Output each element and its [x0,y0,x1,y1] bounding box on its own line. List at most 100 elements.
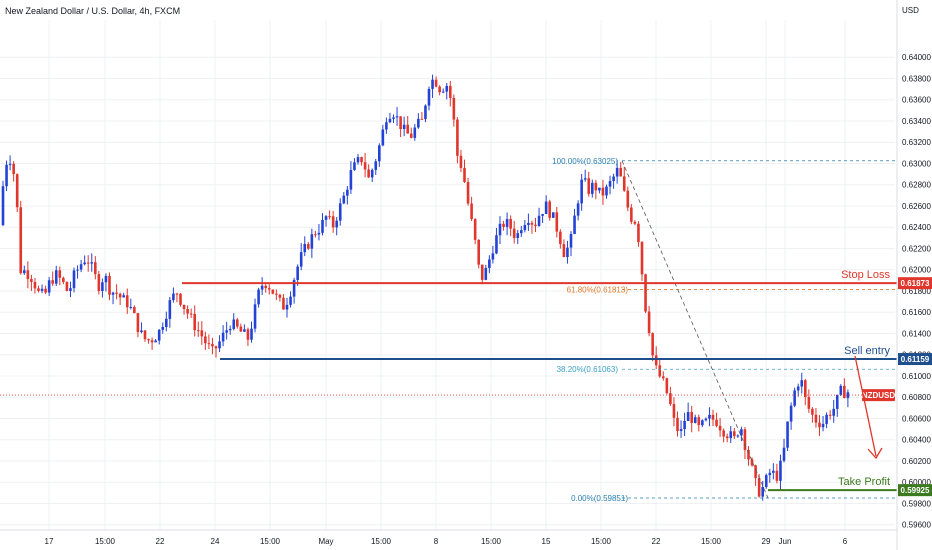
x-tick-label: May [318,537,333,546]
x-tick-label: 15:00 [481,537,502,546]
y-tick-label: 0.63400 [902,117,931,126]
candle-body [349,170,353,190]
candle-body [807,397,811,409]
candle-body [832,408,835,416]
candle-body [527,222,530,225]
candle-body [711,414,715,420]
fib-level-label: 61.80%(0.61813) [567,286,629,295]
candle-body [129,307,133,309]
candle-body [488,259,491,268]
candle-body [97,274,101,291]
candle-body [370,169,374,178]
candle-body [576,203,580,216]
candle-body [811,408,814,415]
y-tick-label: 0.61400 [902,329,931,338]
candle-body [83,262,86,265]
candle-body [591,182,594,194]
candle-body [402,124,406,129]
candle-body [523,224,527,231]
candle-body [299,252,303,267]
candle-body [378,145,381,162]
candle-body [186,309,189,314]
y-tick-label: 0.63800 [902,74,931,83]
candle-body [491,253,495,260]
candle-body [420,118,424,120]
candle-body [459,155,463,168]
x-tick-label: 15:00 [260,537,281,546]
candle-body [1,186,5,226]
candle-body [445,85,449,92]
candle-body [314,234,317,236]
candle-body [69,288,72,291]
candle-body [289,296,292,305]
candle-body [228,328,232,331]
candle-body [367,169,370,178]
candle-body [509,219,512,229]
fib-level-label: 38.20%(0.61063) [557,365,619,374]
candle-body [26,270,30,280]
candle-body [236,319,239,327]
x-tick-label: 15:00 [591,537,612,546]
x-tick-label: 15:00 [371,537,392,546]
candle-body [701,420,704,426]
candle-body [473,219,477,240]
candle-body [583,178,587,180]
candle-body [608,181,612,187]
candle-body [260,285,264,290]
candle-body [200,330,204,337]
candle-body [147,339,150,341]
candle-body [846,392,850,399]
candle-body [747,450,750,460]
candle-body [118,293,122,298]
candle-body [125,295,129,308]
y-tick-label: 0.62200 [902,244,931,253]
candle-body [182,304,186,310]
candle-body [413,127,417,138]
candle-body [211,343,214,347]
candle-body [693,417,697,423]
candle-body [122,295,125,298]
candle-body [264,285,267,289]
candle-body [317,232,321,235]
candle-body [654,355,658,366]
candle-body [385,122,388,130]
candle-body [729,431,733,439]
candle-body [779,460,782,481]
candle-body [505,219,509,227]
candle-body [434,79,438,87]
candle-body [438,86,441,93]
candle-body [101,282,104,291]
candle-body [94,262,97,275]
candle-body [111,292,115,295]
candle-body [520,230,523,234]
y-tick-label: 0.61800 [902,287,931,296]
candle-body [363,162,367,170]
candle-body [630,207,633,222]
candle-body [406,124,409,134]
candle-body [775,470,779,481]
overlay-layer: 100.00%(0.63025) 61.80%(0.61813) 38.20%(0.… [0,157,897,503]
y-tick-label: 0.63000 [902,159,931,168]
candle-body [512,228,516,239]
candle-body [79,264,83,270]
candle-body [23,270,26,274]
candle-body [90,262,94,264]
candle-body [477,239,480,265]
candle-body [605,186,608,196]
y-tick-label: 0.61000 [902,372,931,381]
level-price-tag [898,353,932,366]
candle-body [441,91,445,93]
candle-body [353,162,356,171]
candle-body [30,279,33,282]
candle-body [718,425,722,431]
candle-body [47,280,51,293]
x-tick-label: Jun [779,537,792,546]
candle-body [495,235,498,254]
y-tick-label: 0.59600 [902,521,931,530]
candle-body [814,414,818,423]
candle-body [484,267,488,280]
candle-body [541,214,544,216]
